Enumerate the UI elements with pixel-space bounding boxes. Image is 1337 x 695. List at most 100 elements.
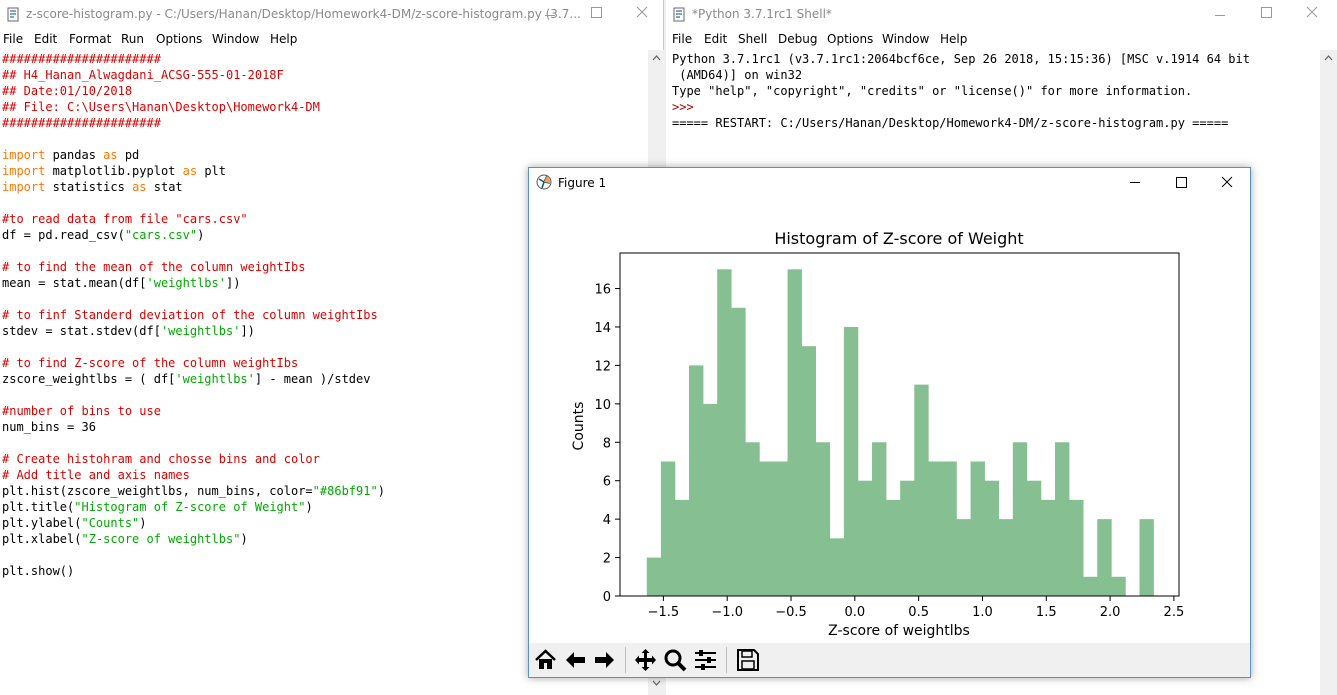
- code-token: plt.ylabel(: [2, 516, 82, 530]
- code-line: #to read data from file "cars.csv": [0, 211, 650, 227]
- y-axis-label: Counts: [571, 402, 587, 451]
- histogram-bar: [984, 480, 1000, 596]
- code-line: # to find the mean of the column weightI…: [0, 259, 650, 275]
- minimize-button[interactable]: [527, 0, 573, 30]
- code-line: ## H4_Hanan_Alwagdani_ACSG-555-01-2018F: [0, 67, 650, 83]
- code-token: mean = stat.mean(df[: [2, 276, 147, 290]
- save-button[interactable]: [734, 647, 761, 673]
- code-token: # Create histohram and chosse bins and c…: [2, 452, 320, 466]
- histogram-bar: [857, 480, 873, 596]
- menu-window[interactable]: Window: [212, 32, 260, 46]
- forward-button[interactable]: [591, 647, 618, 673]
- menu-edit[interactable]: Edit: [34, 32, 58, 46]
- maximize-icon: [1261, 7, 1272, 18]
- code-token: plt.title(: [2, 500, 75, 514]
- figure-titlebar[interactable]: Figure 1: [529, 168, 1250, 198]
- code-token: as: [132, 180, 147, 194]
- code-token: import: [2, 164, 46, 178]
- code-token: statistics: [45, 180, 133, 194]
- close-button[interactable]: [619, 0, 665, 30]
- scroll-down-icon[interactable]: [648, 676, 665, 690]
- code-token: #number of bins to use: [2, 404, 161, 418]
- minimize-button[interactable]: [1197, 0, 1243, 30]
- y-tick-label: 10: [594, 398, 611, 413]
- scroll-up-icon[interactable]: [1320, 51, 1337, 65]
- code-line: stdev = stat.stdev(df['weightlbs']): [0, 323, 650, 339]
- maximize-button[interactable]: [573, 0, 619, 30]
- code-token: plt.hist(zscore_weightlbs, num_bins, col…: [2, 484, 313, 498]
- code-line: # to find Z-score of the column weightIb…: [0, 355, 650, 371]
- histogram-bar: [886, 499, 901, 596]
- menu-file[interactable]: File: [3, 32, 24, 46]
- code-token: ): [197, 228, 205, 242]
- maximize-icon: [1176, 177, 1187, 188]
- code-line: zscore_weightlbs = ( df['weightlbs'] - m…: [0, 371, 650, 387]
- menu-help[interactable]: Help: [270, 32, 298, 46]
- histogram-bar: [759, 461, 774, 596]
- menu-window[interactable]: Window: [882, 32, 930, 46]
- menu-options[interactable]: Options: [156, 32, 203, 46]
- code-token: plt.show(): [2, 564, 75, 578]
- close-button[interactable]: [1204, 168, 1250, 198]
- code-line: #number of bins to use: [0, 403, 650, 419]
- code-token: pandas: [45, 148, 104, 162]
- menu-edit[interactable]: Edit: [704, 32, 728, 46]
- x-tick-label: −0.5: [775, 605, 807, 620]
- bars-group: [646, 269, 1154, 596]
- minimize-button[interactable]: [1112, 168, 1158, 198]
- code-token: pd: [117, 148, 140, 162]
- code-token: as: [182, 164, 198, 178]
- pan-icon: [635, 649, 656, 671]
- matplotlib-icon: [536, 174, 552, 190]
- pan-button[interactable]: [632, 647, 659, 673]
- close-button[interactable]: [1289, 0, 1335, 30]
- histogram-bar: [914, 384, 929, 596]
- editor-titlebar[interactable]: z-score-histogram.py - C:/Users/Hanan/De…: [0, 0, 663, 30]
- menu-format[interactable]: Format: [69, 32, 112, 46]
- histogram-bar: [956, 519, 971, 596]
- code-token: ): [240, 532, 248, 546]
- code-line: plt.ylabel("Counts"): [0, 515, 650, 531]
- zoom-button[interactable]: [662, 647, 689, 673]
- forward-icon: [595, 652, 614, 668]
- maximize-button[interactable]: [1158, 168, 1204, 198]
- x-axis-label: Z-score of weightlbs: [828, 623, 970, 639]
- shell-output[interactable]: Python 3.7.1rc1 (v3.7.1rc1:2064bcf6ce, S…: [666, 50, 1337, 695]
- code-token: ]): [240, 324, 255, 338]
- code-token: 'weightlbs': [160, 324, 241, 338]
- code-token: ## File: C:\Users\Hanan\Desktop\Homework…: [2, 100, 320, 114]
- code-line: df = pd.read_csv("cars.csv"): [0, 227, 650, 243]
- menu-run[interactable]: Run: [121, 32, 145, 46]
- menu-shell[interactable]: Shell: [738, 32, 768, 46]
- histogram-bar: [801, 346, 817, 596]
- code-token: as: [103, 148, 118, 162]
- menu-debug[interactable]: Debug: [778, 32, 818, 46]
- shell-titlebar[interactable]: *Python 3.7.1rc1 Shell*: [666, 0, 1337, 30]
- x-tick-label: −1.0: [711, 605, 743, 620]
- code-line: [0, 131, 650, 147]
- configure-subplots-button[interactable]: [692, 647, 719, 673]
- histogram-bar: [1026, 480, 1042, 596]
- code-line: # to finf Standerd deviation of the colu…: [0, 307, 650, 323]
- histogram-bar: [829, 538, 845, 596]
- home-button[interactable]: [532, 647, 559, 673]
- histogram-bar: [998, 519, 1014, 596]
- code-line: ######################: [0, 115, 650, 131]
- maximize-button[interactable]: [1243, 0, 1289, 30]
- histogram-bar: [1069, 499, 1084, 596]
- code-line: # Add title and axis names: [0, 467, 650, 483]
- editor-window: z-score-histogram.py - C:/Users/Hanan/De…: [0, 0, 665, 695]
- back-button[interactable]: [562, 647, 589, 673]
- idle-file-icon: [7, 7, 19, 22]
- menu-options[interactable]: Options: [827, 32, 874, 46]
- figure-toolbar: [529, 643, 1250, 677]
- code-token: matplotlib.pyplot: [45, 164, 183, 178]
- histogram-bar: [1083, 576, 1098, 596]
- scroll-up-icon[interactable]: [648, 51, 665, 65]
- menu-help[interactable]: Help: [940, 32, 968, 46]
- menu-file[interactable]: File: [672, 32, 693, 46]
- code-line: plt.title("Histogram of Z-score of Weigh…: [0, 499, 650, 515]
- code-token: ## H4_Hanan_Alwagdani_ACSG-555-01-2018F: [2, 68, 284, 82]
- shell-scrollbar[interactable]: [1320, 50, 1337, 695]
- code-token: num_bins = 36: [2, 420, 96, 434]
